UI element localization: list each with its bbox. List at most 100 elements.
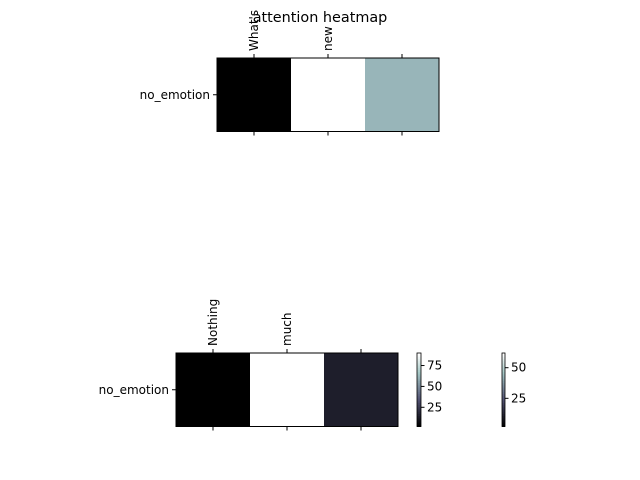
colorbar-segment [417,386,421,389]
colorbar-segment [417,419,421,422]
colorbar-segment [502,413,505,416]
colorbar-segment [502,373,505,376]
colorbar-segment [417,402,421,405]
colorbar-segment [502,382,505,385]
colorbar-segment [502,411,505,415]
x-tick-label: much [280,313,294,347]
colorbar-segment [417,380,421,383]
colorbar-1: 25 50 [501,352,526,427]
colorbar-segment [502,389,505,393]
x-tick-label: What's [247,10,261,51]
colorbar-segment [502,356,505,360]
colorbar-segment [502,365,505,369]
colorbar-segment [502,419,505,422]
colorbar-segment [502,369,505,372]
colorbar-segment [417,353,421,356]
colorbar-segment [502,398,505,402]
colorbar-tick-label: 25 [511,391,526,405]
colorbar-segment [417,398,421,402]
colorbar-segment [502,415,505,418]
colorbar-segment [417,406,421,409]
colorbar-segment [502,400,505,404]
colorbar-segment [502,353,505,356]
y-tick-label: no_emotion [99,383,169,397]
colorbar-segment [502,417,505,420]
heatmap-cell [365,58,439,132]
heatmap-panel-2: Nothing much no_emotion [99,299,399,431]
heatmap-panel-1: What's new no_emotion [140,10,440,136]
colorbar-frame [501,352,506,427]
colorbar-segment [502,393,505,396]
colorbar-segment [502,404,505,407]
heatmap-cell [217,58,291,132]
colorbar-segment [502,386,505,389]
colorbar-segment [502,358,505,361]
colorbar-segment [417,358,421,361]
colorbar-segment [417,422,421,426]
colorbar-segment [417,376,421,380]
colorbar-segment [417,354,421,358]
colorbar-segment [417,378,421,382]
colorbar-segment [417,420,421,424]
colorbar-segment [502,354,505,358]
colorbar-segment [417,409,421,413]
x-tick-label: Nothing [206,299,220,346]
colorbar-tick-label: 50 [427,379,442,393]
colorbar-segment [502,380,505,383]
colorbar-segment [417,369,421,372]
colorbars-layer: 25 50 25 50 75 [416,352,526,427]
heatmap-cell [291,58,365,132]
colorbar-segment [417,395,421,398]
colorbar-segment [417,397,421,400]
colorbar-segment [417,400,421,404]
colorbar-segment [417,393,421,396]
colorbar-segment [502,362,505,365]
colorbar-segment [417,411,421,415]
heatmap-cell [324,353,398,427]
colorbar-segment [417,362,421,365]
colorbar-segment [417,367,421,371]
colorbar-segment [502,367,505,371]
colorbar-segment [502,420,505,424]
colorbar-segment [502,424,505,427]
colorbar-frame [416,352,422,427]
colorbar-tick-label: 75 [427,359,442,373]
y-tick-label: no_emotion [140,88,210,102]
colorbar-segment [417,360,421,363]
colorbar-segment [502,378,505,382]
colorbar-segment [417,415,421,418]
colorbar-segment [502,376,505,380]
x-tick-label: new [321,26,335,51]
colorbar-segment [417,375,421,378]
colorbar-segment [417,389,421,393]
colorbar-segment [417,384,421,387]
colorbar-segment [417,364,421,367]
colorbar-segment [417,408,421,411]
heatmap-cell [250,353,324,427]
colorbar-segment [417,373,421,376]
colorbar-tick-label: 25 [427,400,442,414]
colorbar-segment [417,424,421,427]
colorbar-tick-label: 50 [511,361,526,375]
colorbar-segment [502,395,505,398]
colorbar-segment [417,404,421,407]
colorbar-segment [502,406,505,409]
colorbar-segment [502,375,505,378]
colorbar-segment [502,391,505,394]
colorbar-segment [502,387,505,391]
colorbar-segment [417,417,421,420]
colorbar-segment [502,360,505,363]
colorbar-segment [417,413,421,416]
colorbar-segment [417,391,421,394]
colorbar-segment [502,397,505,400]
panels-layer: What's new no_emotion Nothing much no_emotion [99,10,440,431]
colorbar-segment [417,356,421,360]
colorbar-segment [502,409,505,413]
heatmap-cell [176,353,250,427]
colorbar-segment [502,402,505,405]
colorbar-segment [417,387,421,391]
colorbar-segment [417,365,421,369]
colorbar-segment [417,371,421,374]
colorbar-segment [502,422,505,426]
colorbar-segment [417,382,421,385]
